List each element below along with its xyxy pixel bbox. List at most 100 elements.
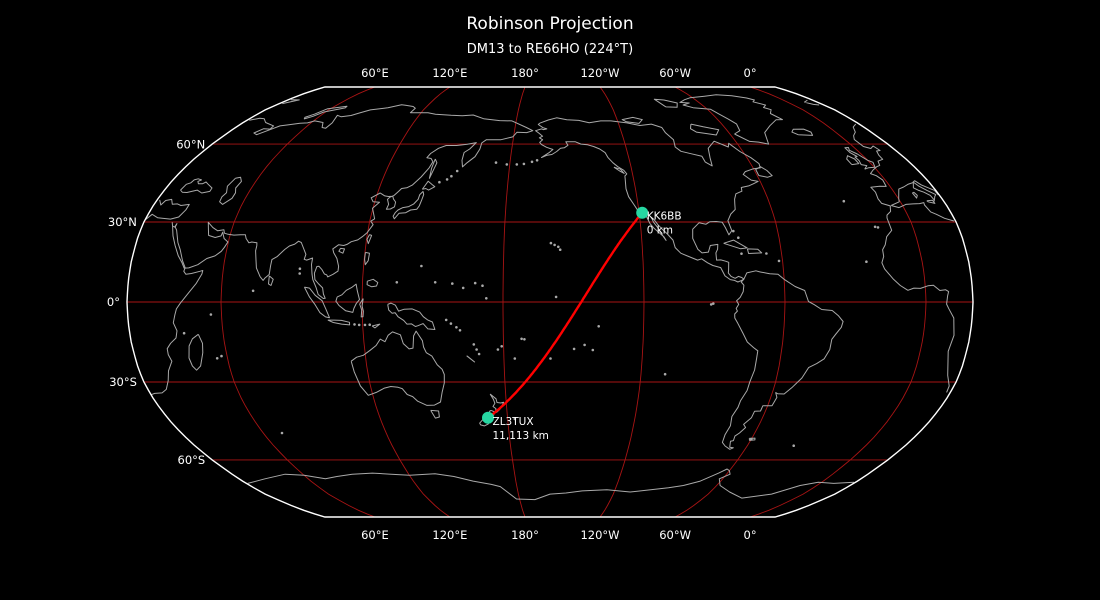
graticule-meridian xyxy=(220,87,376,517)
island-dot xyxy=(505,163,509,166)
island-dot xyxy=(209,313,213,316)
graticule-meridian xyxy=(599,87,645,517)
coastline-tasmania xyxy=(430,409,440,419)
great-circle-path xyxy=(486,211,644,419)
coastline-north-america xyxy=(535,117,761,283)
island-dot xyxy=(597,325,600,328)
coastline-japan-hokkaido xyxy=(421,180,436,191)
island-dot xyxy=(496,348,500,351)
island-dot xyxy=(549,241,553,245)
island-dot xyxy=(740,252,743,255)
island-dot xyxy=(583,343,586,347)
coastline-great-britain xyxy=(844,147,876,170)
island-dot xyxy=(433,281,437,284)
island-dot xyxy=(444,318,448,322)
island-dot xyxy=(876,226,880,229)
island-dot xyxy=(477,352,481,356)
island-dot xyxy=(472,343,476,346)
island-dot xyxy=(777,259,781,263)
station-callsign-label: KK6BB xyxy=(647,211,682,223)
island-dot xyxy=(765,252,768,255)
island-dot xyxy=(449,322,453,325)
coastline-novaya-zemlya xyxy=(303,105,348,120)
coastline-south-america xyxy=(721,270,844,450)
island-dot xyxy=(515,163,519,166)
lon-tick-bottom: 120°E xyxy=(432,528,467,542)
graticule-layer xyxy=(127,87,973,517)
island-dot xyxy=(732,229,735,233)
island-dot xyxy=(709,303,713,306)
island-dot xyxy=(572,347,576,351)
island-dot xyxy=(865,260,868,264)
lon-tick-top: 120°E xyxy=(432,66,467,80)
coastline-layer xyxy=(145,94,955,501)
island-dot xyxy=(280,431,284,435)
lon-tick-top: 0° xyxy=(744,66,757,80)
island-dot xyxy=(557,245,560,249)
island-dot xyxy=(458,329,462,332)
coastline-sulawesi xyxy=(359,298,364,318)
coastline-sri-lanka xyxy=(268,275,274,286)
station-marker-zl3tux xyxy=(482,411,494,424)
graticule-meridian xyxy=(361,87,451,517)
coastline-ellesmere-island xyxy=(653,98,678,108)
coastline-sakhalin xyxy=(428,158,438,179)
map-layers: KK6BB 0 km ZL3TUX 11,113 km 60°E 60°E 120°E 120… xyxy=(107,66,974,542)
island-dot xyxy=(485,297,488,300)
coastline-black-sea xyxy=(180,178,213,194)
lon-tick-bottom: 60°E xyxy=(361,528,389,542)
island-dot xyxy=(220,354,223,358)
coastline-luzon xyxy=(364,251,370,266)
island-dot xyxy=(750,437,753,441)
coastline-eurasia-africa xyxy=(150,104,955,396)
lat-tick-left: 30°S xyxy=(109,375,137,389)
island-dot xyxy=(481,284,484,288)
coastline-sumatra xyxy=(303,286,330,319)
island-layer xyxy=(182,159,880,448)
station-callsign-label: ZL3TUX xyxy=(493,416,534,428)
island-dot xyxy=(554,295,558,299)
coastline-java xyxy=(327,319,351,326)
lon-tick-top: 60°W xyxy=(659,66,691,80)
station-distance-label: 0 km xyxy=(647,225,673,237)
coastline-borneo xyxy=(335,283,360,313)
island-dot xyxy=(251,289,255,293)
island-dot xyxy=(455,169,459,173)
island-dot xyxy=(395,281,399,284)
coastline-japan-honshu xyxy=(392,191,425,220)
island-dot xyxy=(553,243,556,247)
island-dot xyxy=(475,348,478,351)
island-dot xyxy=(663,372,667,376)
plot-subtitle: DM13 to RE66HO (224°T) xyxy=(467,42,633,57)
coastline-ireland xyxy=(846,155,860,166)
island-dot xyxy=(530,160,534,164)
island-dot xyxy=(591,348,595,352)
lat-tick-left: 60°N xyxy=(176,137,205,151)
island-dot xyxy=(494,161,498,164)
coastline-baffin-island xyxy=(690,123,720,136)
coastline-sardinia xyxy=(912,191,918,199)
lon-tick-bottom: 120°W xyxy=(580,528,619,542)
island-dot xyxy=(500,345,504,348)
lon-tick-bottom: 0° xyxy=(744,528,757,542)
island-dot xyxy=(461,286,465,290)
graticule-meridian xyxy=(749,87,927,517)
island-dot xyxy=(792,444,795,448)
island-dot xyxy=(737,236,740,239)
coastline-hispaniola xyxy=(746,248,763,254)
island-dot xyxy=(513,357,517,360)
lon-tick-bottom: 180° xyxy=(511,528,539,542)
graticule-meridian xyxy=(502,87,526,517)
island-dot xyxy=(558,248,562,251)
island-dot xyxy=(549,357,552,360)
island-dot xyxy=(451,282,454,285)
coastline-sicily xyxy=(926,199,936,204)
island-dot xyxy=(363,323,367,327)
coastline-red-sea xyxy=(171,222,186,269)
coastline-new-guinea xyxy=(387,302,436,330)
coastline-mediterranean xyxy=(145,180,955,222)
island-dot xyxy=(298,267,302,271)
plot-title: Robinson Projection xyxy=(466,14,633,34)
